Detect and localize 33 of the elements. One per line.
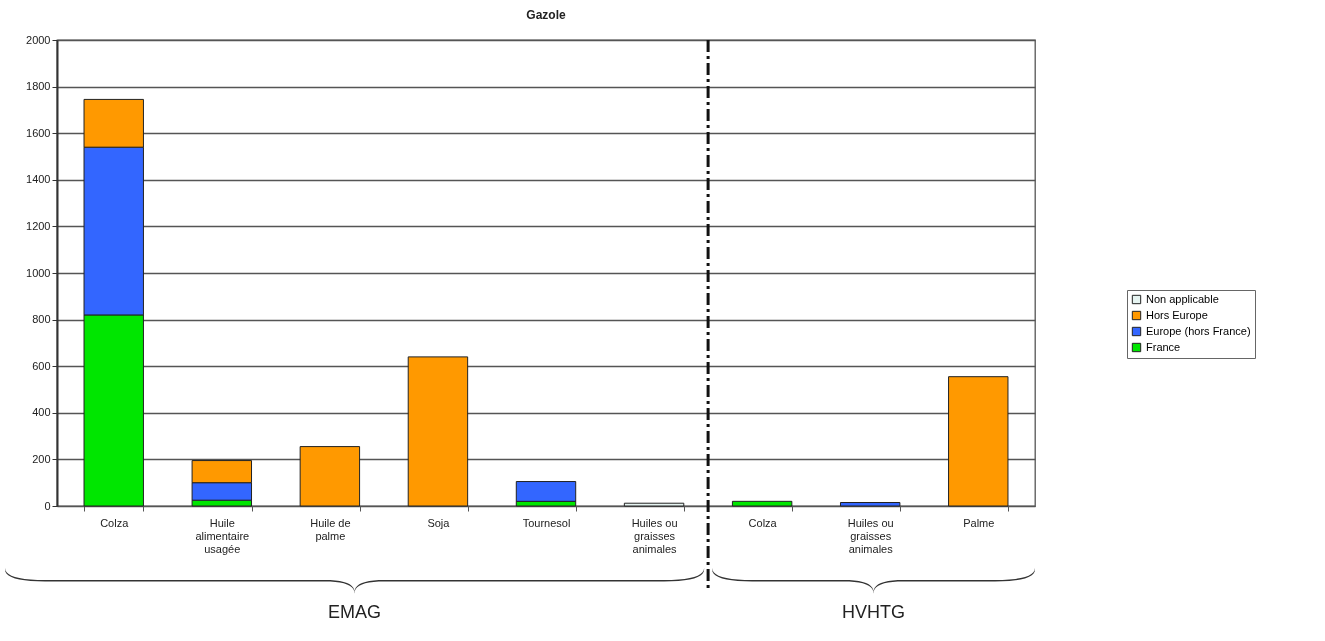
bar <box>623 502 685 507</box>
y-tick-label: 800 <box>32 313 51 326</box>
y-tick-label: 1600 <box>26 126 51 139</box>
y-tick-label: 2000 <box>26 33 51 46</box>
y-tick-label: 1800 <box>26 80 51 93</box>
y-tick-label: 200 <box>32 452 51 465</box>
y-tick-label: 1200 <box>26 219 51 232</box>
y-tick-label: 400 <box>32 406 51 419</box>
x-tick-label: Huiles ou graisses animales <box>847 516 894 555</box>
y-tick-label: 1000 <box>26 266 51 279</box>
x-tick-label: Palme <box>963 516 995 529</box>
bar <box>948 376 1009 507</box>
x-tick-label: Colza <box>100 516 130 529</box>
legend-label: Hors Europe <box>1146 308 1208 321</box>
y-tick-label: 600 <box>32 359 51 372</box>
text: HVHTG <box>842 602 906 622</box>
x-tick-label: Huile alimentaire usagée <box>195 516 250 555</box>
x-tick-label: Huiles ou graisses animales <box>631 516 678 555</box>
bar <box>839 502 901 507</box>
x-tick-label: Colza <box>748 516 778 529</box>
bar <box>731 500 793 507</box>
bar <box>407 356 469 507</box>
y-tick-label: 0 <box>44 499 51 512</box>
x-tick-label: Soja <box>427 516 451 529</box>
y-tick-label: 1400 <box>26 173 51 186</box>
legend-label: Non applicable <box>1146 292 1219 305</box>
x-tick-label: Huile de palme <box>310 516 351 542</box>
bar <box>299 446 361 507</box>
legend-label: Europe (hors France) <box>1146 324 1251 337</box>
x-tick-label: Tournesol <box>522 516 571 529</box>
legend-label: France <box>1146 340 1181 353</box>
chart-title: Gazole <box>526 8 566 22</box>
text: EMAG <box>328 602 382 622</box>
